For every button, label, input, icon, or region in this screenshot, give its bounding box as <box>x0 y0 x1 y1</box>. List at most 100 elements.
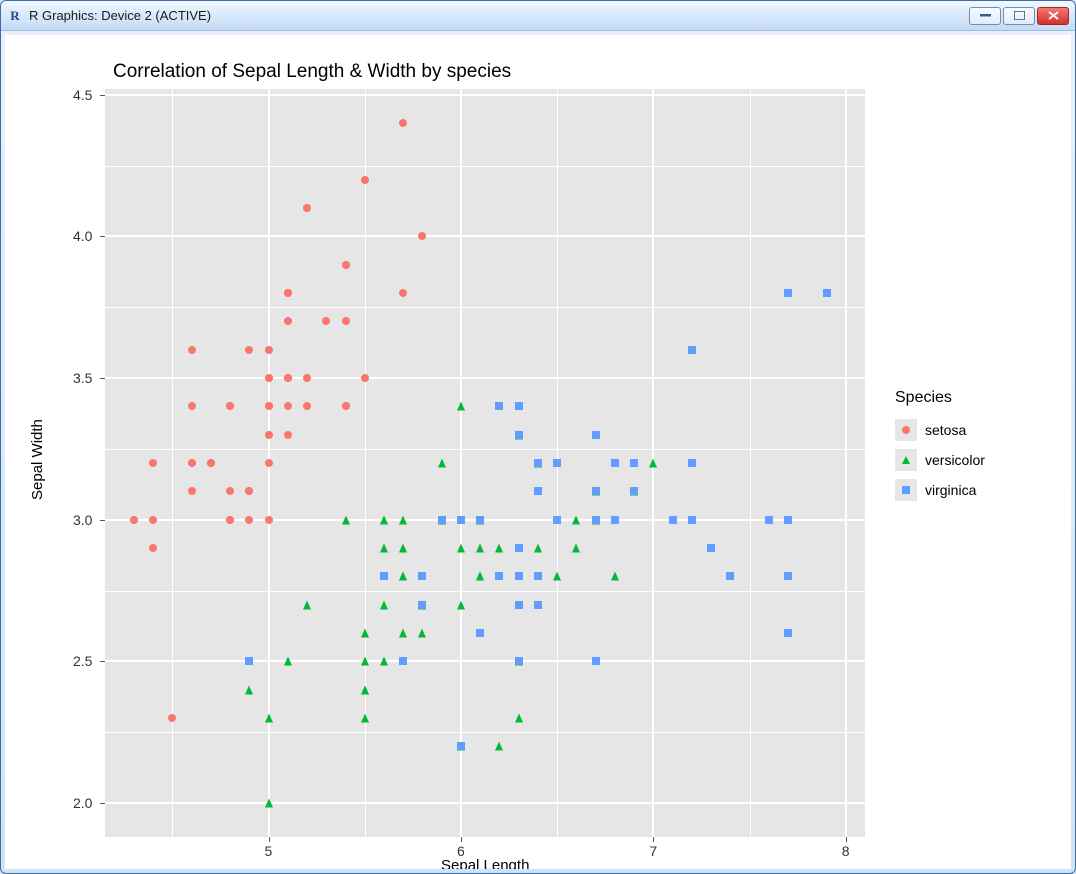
data-point-virginica <box>495 402 503 410</box>
data-point-setosa <box>322 317 330 325</box>
y-tick-label: 2.5 <box>73 653 92 669</box>
x-tick-label: 7 <box>649 843 657 859</box>
data-point-setosa <box>399 119 407 127</box>
data-point-setosa <box>284 374 292 382</box>
x-tick-mark <box>269 837 270 842</box>
minimize-button[interactable] <box>969 7 1001 25</box>
data-point-versicolor <box>515 714 523 723</box>
data-point-versicolor <box>361 685 369 694</box>
data-point-versicolor <box>303 600 311 609</box>
data-point-setosa <box>149 459 157 467</box>
data-point-setosa <box>265 431 273 439</box>
data-point-setosa <box>284 289 292 297</box>
data-point-setosa <box>188 402 196 410</box>
data-point-virginica <box>515 601 523 609</box>
legend-item-versicolor: versicolor <box>895 445 985 475</box>
legend: Species setosa versicolor virginica <box>895 389 985 505</box>
data-point-versicolor <box>399 515 407 524</box>
y-tick-mark <box>100 520 105 521</box>
data-point-virginica <box>495 572 503 580</box>
data-point-virginica <box>630 459 638 467</box>
x-tick-label: 8 <box>842 843 850 859</box>
data-point-versicolor <box>457 544 465 553</box>
chart-title: Correlation of Sepal Length & Width by s… <box>113 61 511 83</box>
data-point-setosa <box>303 402 311 410</box>
data-point-versicolor <box>342 515 350 524</box>
legend-item-virginica: virginica <box>895 475 985 505</box>
grid-major-h <box>105 235 865 237</box>
data-point-setosa <box>361 176 369 184</box>
data-point-versicolor <box>380 600 388 609</box>
chart-canvas: Correlation of Sepal Length & Width by s… <box>5 35 1071 869</box>
data-point-versicolor <box>361 714 369 723</box>
close-button[interactable] <box>1037 7 1069 25</box>
data-point-virginica <box>592 431 600 439</box>
titlebar[interactable]: R R Graphics: Device 2 (ACTIVE) <box>1 1 1075 31</box>
legend-label: versicolor <box>925 452 985 468</box>
data-point-setosa <box>265 516 273 524</box>
data-point-versicolor <box>399 572 407 581</box>
legend-title: Species <box>895 389 985 407</box>
data-point-versicolor <box>380 515 388 524</box>
legend-label: virginica <box>925 482 976 498</box>
data-point-setosa <box>303 204 311 212</box>
data-point-setosa <box>188 487 196 495</box>
data-point-virginica <box>784 572 792 580</box>
grid-minor-v <box>172 89 173 837</box>
data-point-versicolor <box>265 714 273 723</box>
grid-major-h <box>105 802 865 804</box>
data-point-virginica <box>688 346 696 354</box>
y-tick-mark <box>100 661 105 662</box>
data-point-virginica <box>630 487 638 495</box>
grid-major-h <box>105 519 865 521</box>
window-title: R Graphics: Device 2 (ACTIVE) <box>29 8 969 23</box>
data-point-virginica <box>534 487 542 495</box>
legend-swatch <box>895 479 917 501</box>
data-point-virginica <box>688 459 696 467</box>
data-point-versicolor <box>380 657 388 666</box>
data-point-setosa <box>265 402 273 410</box>
x-tick-label: 6 <box>457 843 465 859</box>
x-tick-mark <box>653 837 654 842</box>
grid-minor-h <box>105 732 865 733</box>
data-point-virginica <box>707 544 715 552</box>
data-point-virginica <box>515 402 523 410</box>
y-tick-label: 2.0 <box>73 795 92 811</box>
data-point-setosa <box>303 374 311 382</box>
data-point-virginica <box>515 572 523 580</box>
data-point-virginica <box>823 289 831 297</box>
data-point-setosa <box>149 544 157 552</box>
data-point-virginica <box>592 487 600 495</box>
data-point-versicolor <box>553 572 561 581</box>
data-point-versicolor <box>534 544 542 553</box>
data-point-setosa <box>399 289 407 297</box>
grid-major-h <box>105 377 865 379</box>
grid-major-h <box>105 94 865 96</box>
r-app-icon: R <box>7 8 23 24</box>
window-controls <box>969 7 1069 25</box>
data-point-versicolor <box>399 629 407 638</box>
data-point-setosa <box>226 402 234 410</box>
data-point-setosa <box>418 232 426 240</box>
y-tick-mark <box>100 803 105 804</box>
data-point-versicolor <box>418 629 426 638</box>
legend-label: setosa <box>925 422 966 438</box>
data-point-versicolor <box>476 572 484 581</box>
data-point-virginica <box>765 516 773 524</box>
data-point-setosa <box>149 516 157 524</box>
data-point-setosa <box>342 261 350 269</box>
maximize-button[interactable] <box>1003 7 1035 25</box>
data-point-versicolor <box>495 544 503 553</box>
data-point-versicolor <box>438 459 446 468</box>
x-tick-mark <box>461 837 462 842</box>
data-point-setosa <box>284 402 292 410</box>
data-point-virginica <box>245 657 253 665</box>
grid-minor-h <box>105 591 865 592</box>
data-point-virginica <box>476 516 484 524</box>
data-point-setosa <box>265 459 273 467</box>
data-point-virginica <box>553 516 561 524</box>
r-graphics-window: R R Graphics: Device 2 (ACTIVE) Correlat… <box>0 0 1076 874</box>
data-point-setosa <box>361 374 369 382</box>
data-point-versicolor <box>361 657 369 666</box>
data-point-setosa <box>342 402 350 410</box>
